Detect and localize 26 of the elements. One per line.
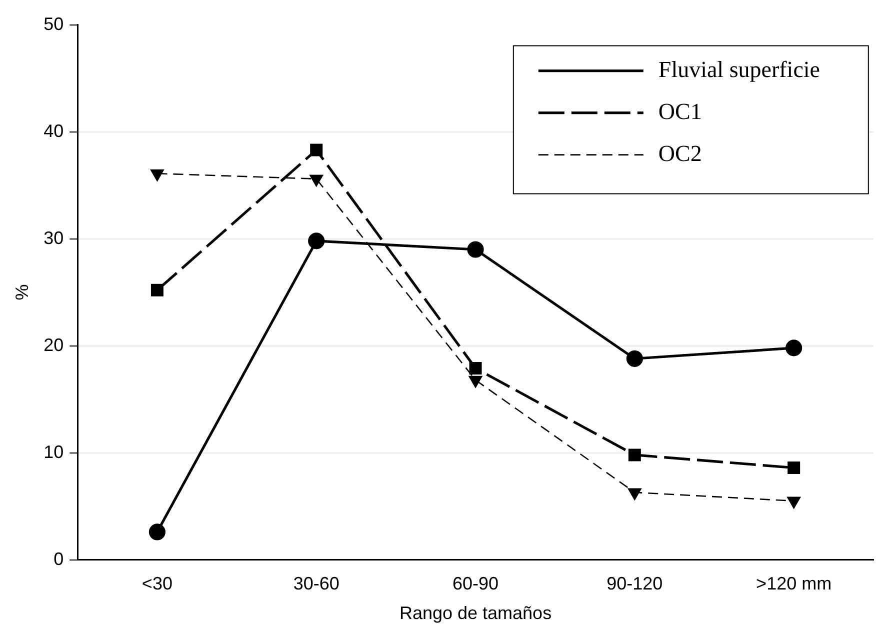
x-tick-label: <30: [142, 574, 172, 594]
y-tick-label: 50: [44, 14, 64, 34]
x-axis-title: Rango de tamaños: [399, 603, 552, 624]
x-tick-label: >120 mm: [756, 574, 832, 594]
point: [310, 144, 323, 156]
y-tick-label: 10: [44, 442, 64, 462]
x-tick-label: 30-60: [293, 574, 340, 594]
legend-label: OC2: [658, 140, 702, 166]
point: [148, 524, 166, 540]
y-tick-label: 20: [44, 334, 64, 355]
point: [469, 362, 482, 375]
point: [786, 340, 802, 356]
legend-label: OC1: [658, 98, 702, 124]
y-tick-label: 0: [54, 548, 64, 569]
point: [308, 232, 325, 250]
point: [150, 284, 164, 296]
y-tick-label: 30: [44, 228, 64, 248]
point: [626, 350, 643, 367]
legend-label: Fluvial superficie: [658, 56, 820, 82]
y-axis-title: %: [12, 284, 32, 300]
x-tick-label: 90-120: [606, 574, 663, 594]
x-tick-label: 60-90: [452, 574, 499, 594]
point: [628, 448, 641, 462]
point: [788, 462, 800, 474]
point: [467, 241, 484, 258]
y-tick-label: 40: [44, 120, 64, 141]
